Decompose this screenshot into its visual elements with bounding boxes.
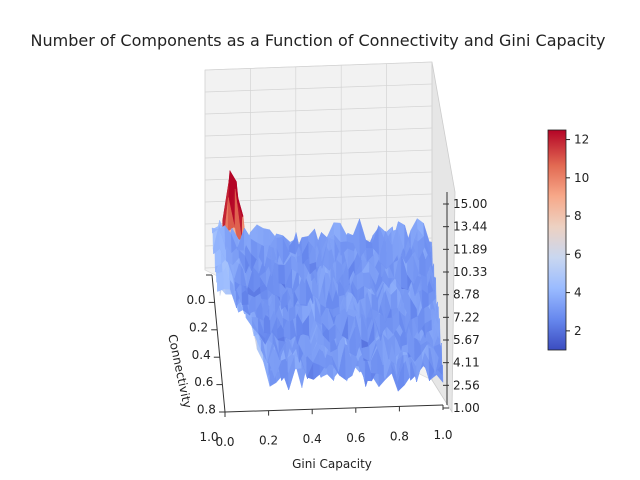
x-axis-line [224,404,444,413]
axes-3d: 0.0 0.2 0.4 0.6 0.8 1.0 0.0 0.2 0.4 0.6 0.8 1.0 1.… [186,61,487,449]
z-tick-label: 8.78 [453,288,480,302]
y-tick-label: 0.0 [186,293,205,307]
grid-line [204,193,433,203]
x-tick-label: 0.2 [259,434,278,448]
grid-line [204,61,433,71]
colorbar: 2 4 6 8 10 12 [547,129,589,351]
grid-line [204,149,433,159]
grid-line [204,127,433,137]
x-tick-label: 0.6 [346,431,365,445]
x-tick-label: 0.0 [215,435,234,449]
x-axis-label: Gini Capacity [292,457,372,471]
y-axis-label: Connectivity [165,333,194,409]
y-ticks: 0.0 0.2 0.4 0.6 0.8 1.0 [186,274,225,444]
colorbar-tick-label: 12 [574,133,589,147]
z-ticks: 1.00 2.56 4.11 5.67 7.22 8.78 10.33 11.89 13.44 1… [443,197,487,415]
y-tick-label: 0.2 [189,320,208,334]
x-tick-label: 0.4 [303,432,322,446]
z-tick-label: 15.00 [453,197,487,211]
y-tick-label: 0.8 [197,403,216,417]
grid-lines [204,61,433,380]
z-tick-label: 11.89 [453,242,487,256]
y-tick-label: 0.6 [194,375,213,389]
grid-line [204,83,433,93]
z-tick-label: 10.33 [453,265,487,279]
surface [211,169,444,392]
surface-facet [263,228,271,246]
surface-facet [423,223,431,257]
z-tick-label: 7.22 [453,310,480,324]
z-tick-label: 5.67 [453,333,480,347]
z-tick-label: 2.56 [453,378,480,392]
grid-line [204,171,433,181]
surface-facet [278,264,286,285]
y-axis-line [211,274,226,413]
surface-facet [312,362,321,380]
surface-facet [256,224,264,247]
z-tick-label: 13.44 [453,220,487,234]
y-tick-label: 1.0 [199,430,218,444]
colorbar-tick-label: 10 [574,171,589,185]
x-ticks: 0.0 0.2 0.4 0.6 0.8 1.0 [215,405,453,449]
chart-title: Number of Components as a Function of Co… [31,31,606,50]
colorbar-tick-label: 2 [574,324,582,338]
y-tick-label: 0.4 [192,348,211,362]
x-tick-label: 0.8 [390,429,409,443]
colorbar-ticks: 2 4 6 8 10 12 [566,133,589,338]
colorbar-gradient [547,129,567,351]
colorbar-tick-label: 4 [574,286,582,300]
x-tick-label: 1.0 [433,428,452,442]
colorbar-tick-label: 8 [574,209,582,223]
z-tick-label: 4.11 [453,356,480,370]
colorbar-tick-label: 6 [574,247,582,261]
grid-line [204,105,433,115]
z-tick-label: 1.00 [453,401,480,415]
